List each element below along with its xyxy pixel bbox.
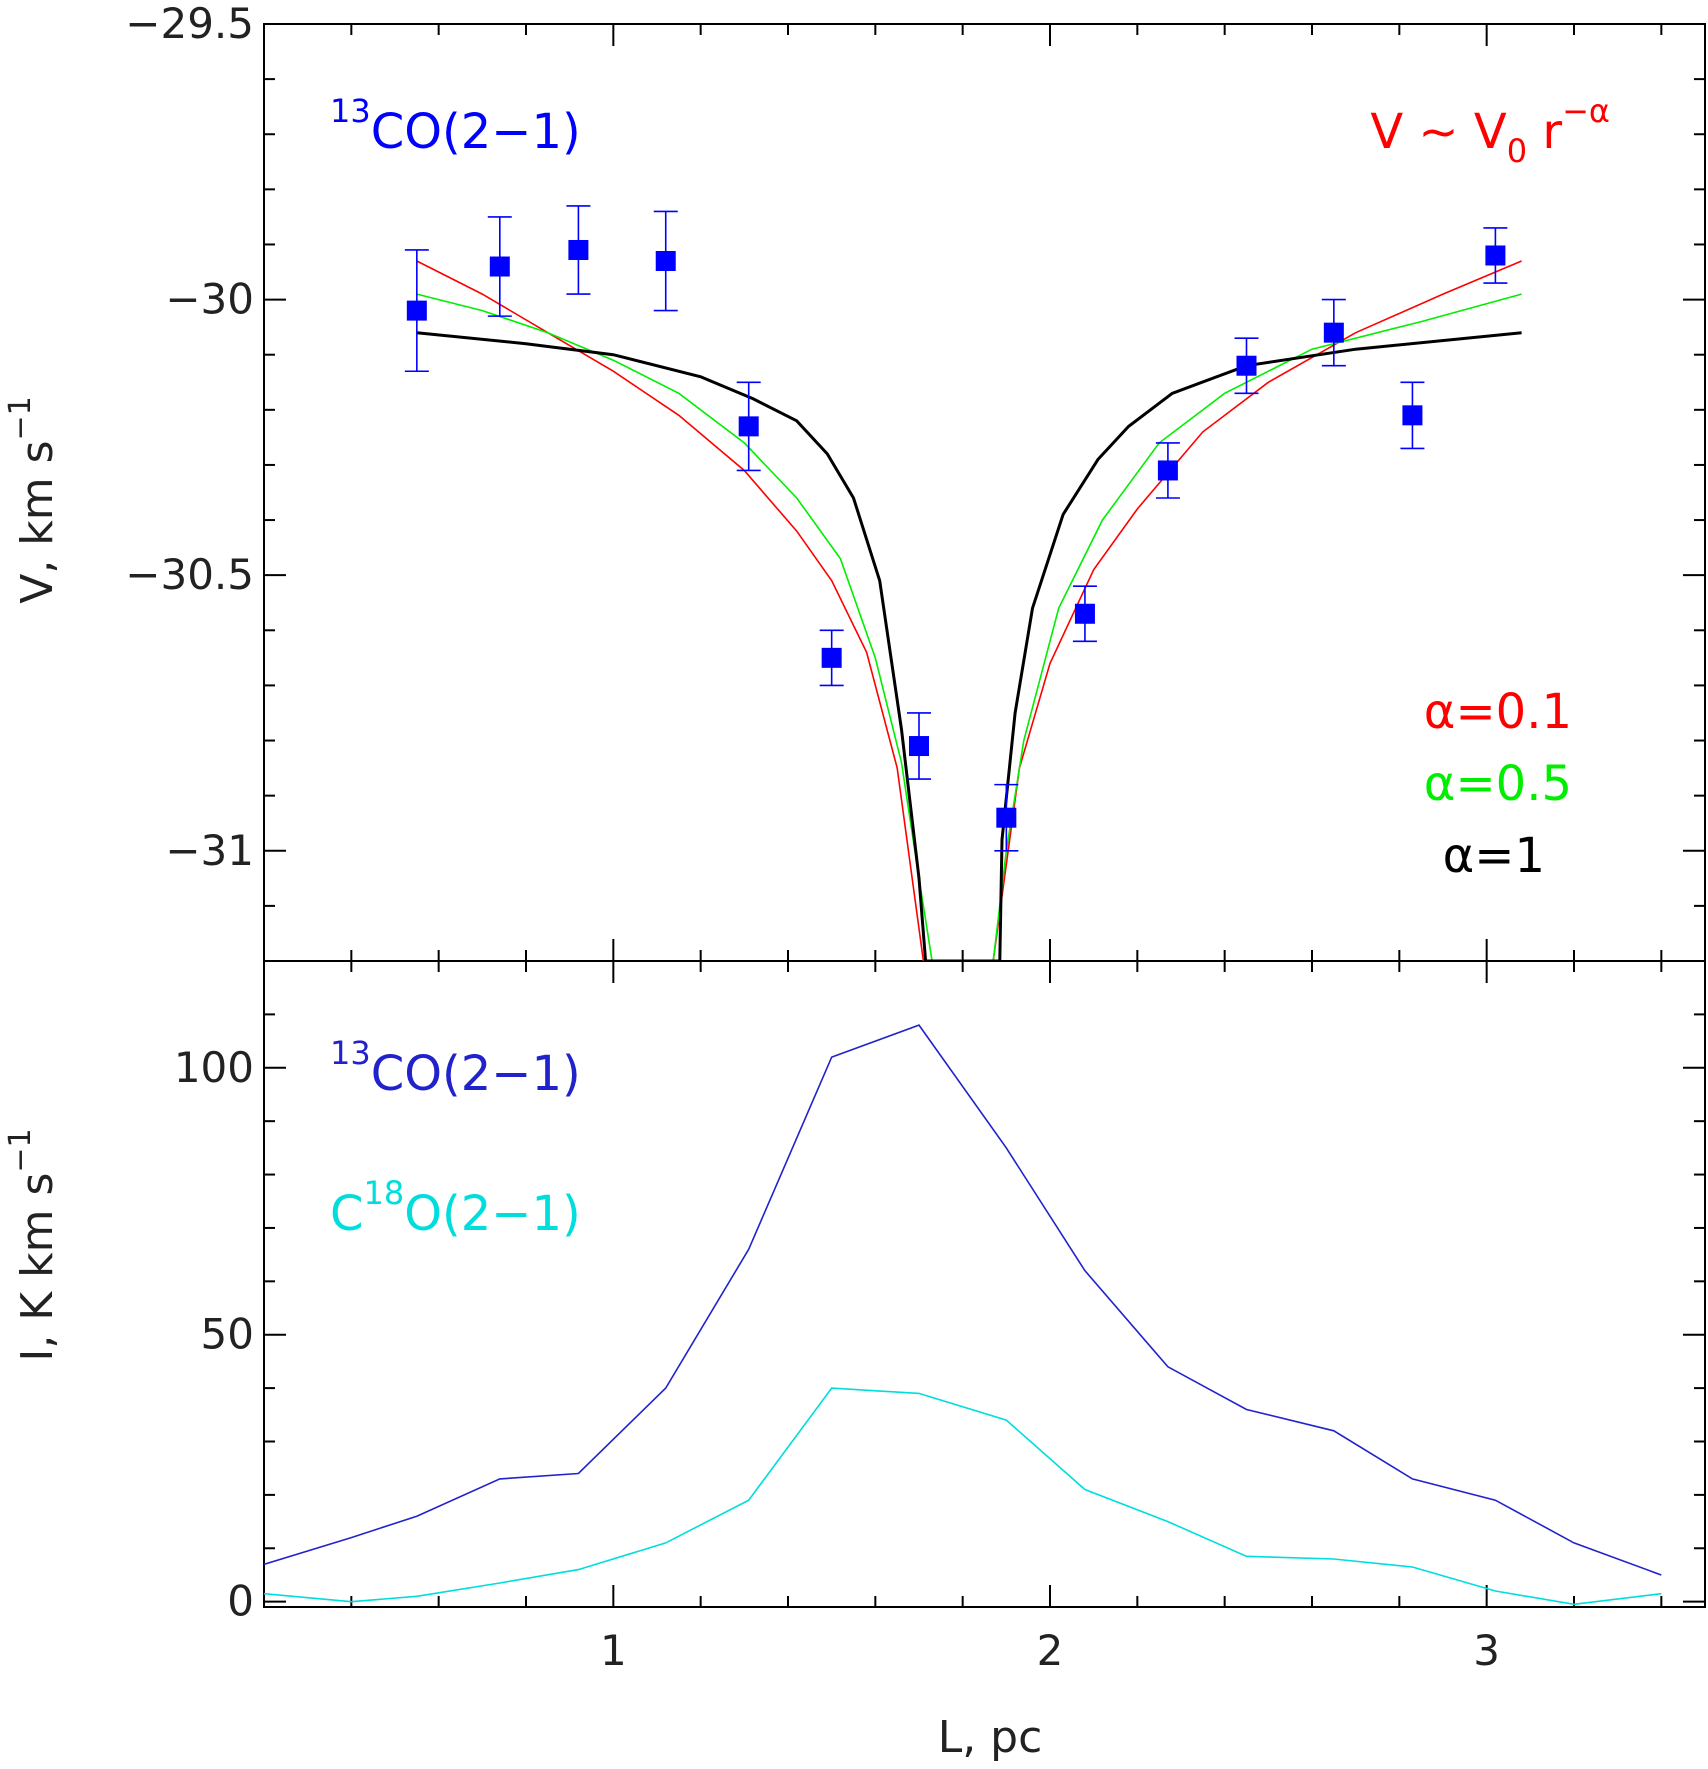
y-tick-label: 100 xyxy=(174,1043,254,1092)
x-tick-label: 3 xyxy=(1473,1626,1500,1675)
legend-alpha-05: α=0.5 xyxy=(1424,756,1572,812)
top-panel-ticks xyxy=(263,23,1705,961)
x-axis-label: L, pc xyxy=(938,1712,1043,1763)
bottom-13co-sup: 13 xyxy=(330,1034,371,1072)
bottom-c18o-prefix: C xyxy=(330,1186,364,1242)
data-point xyxy=(996,807,1017,828)
data-point xyxy=(1074,603,1095,624)
bottom-c18o-sup: 18 xyxy=(364,1174,405,1212)
bottom-c18o-text: O(2−1) xyxy=(404,1186,581,1242)
top-y-axis-label-exponent: −1 xyxy=(3,396,38,440)
x-tick-label: 1 xyxy=(600,1626,627,1675)
bottom-13co-text: CO(2−1) xyxy=(371,1046,581,1102)
y-tick-label: −29.5 xyxy=(125,0,254,48)
data-point xyxy=(568,239,589,260)
formula-sup: −α xyxy=(1562,92,1610,130)
data-point xyxy=(489,256,510,277)
intensity-line-1 xyxy=(264,1024,1662,1576)
data-point xyxy=(909,736,929,757)
bottom-c18o-label: C18O(2−1) xyxy=(330,1174,581,1242)
x-tick-label: 2 xyxy=(1037,1626,1064,1675)
formula-r: r xyxy=(1527,104,1562,160)
bottom-panel-x-tick-labels: 1 2 3 xyxy=(600,1626,1500,1675)
bottom-13co-label: 13CO(2−1) xyxy=(330,1034,581,1102)
top-species-sup: 13 xyxy=(330,92,371,130)
bottom-panel-series xyxy=(264,1024,1662,1606)
bottom-y-axis-label: I, K km s−1 xyxy=(3,1128,63,1361)
power-law-formula: V ~ V0 r−α xyxy=(1370,92,1610,170)
fit-curve-2 xyxy=(416,293,1522,961)
top-panel-data-points xyxy=(404,205,1508,852)
top-panel-frame xyxy=(263,23,1706,962)
top-panel-fit-curves xyxy=(416,260,1522,961)
data-point xyxy=(655,251,676,272)
bottom-y-axis-label-text: I, K km s xyxy=(12,1173,63,1362)
bottom-panel-ticks xyxy=(263,961,1705,1607)
data-point xyxy=(821,647,842,668)
y-tick-label: −30 xyxy=(165,275,254,324)
fit-curve-1 xyxy=(416,260,1522,961)
data-point xyxy=(1485,245,1506,266)
top-panel-y-tick-labels: −29.5 −30 −30.5 −31 xyxy=(125,0,254,875)
data-point xyxy=(1157,460,1178,481)
top-y-axis-label: V, km s−1 xyxy=(3,396,63,604)
y-tick-label: 0 xyxy=(227,1577,254,1626)
y-tick-label: −31 xyxy=(165,826,254,875)
legend-alpha-1: α=1 xyxy=(1443,828,1545,884)
formula-sub: 0 xyxy=(1507,132,1527,170)
formula-v: V ~ V xyxy=(1370,104,1507,160)
bottom-y-axis-label-exponent: −1 xyxy=(3,1128,38,1172)
data-point xyxy=(738,416,759,437)
top-y-axis-label-text: V, km s xyxy=(12,440,63,603)
y-tick-label: −30.5 xyxy=(125,550,254,599)
data-point xyxy=(1402,405,1423,426)
intensity-line-2 xyxy=(264,1387,1662,1606)
data-point xyxy=(1236,355,1257,376)
legend-alpha-01: α=0.1 xyxy=(1424,684,1572,740)
bottom-panel-y-tick-labels: 0 50 100 xyxy=(174,1043,254,1626)
y-tick-label: 50 xyxy=(201,1310,254,1359)
data-point xyxy=(1323,322,1344,343)
fit-curve-3 xyxy=(416,331,1522,961)
top-species-text: CO(2−1) xyxy=(371,104,581,160)
data-point xyxy=(406,300,427,321)
top-species-label: 13CO(2−1) xyxy=(330,92,581,160)
